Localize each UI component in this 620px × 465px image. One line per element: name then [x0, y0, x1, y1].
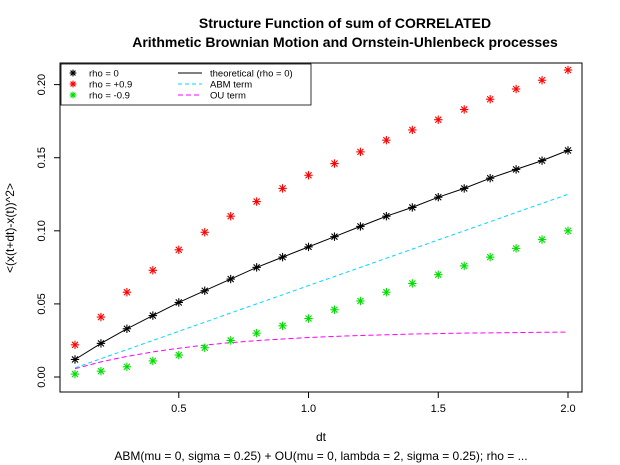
data-point-rho-0-9 [122, 288, 132, 297]
data-point-rho-0-9 [148, 266, 158, 275]
data-point-rho-0-9 [537, 235, 547, 244]
data-point-rho-0-9 [96, 366, 106, 376]
data-point-rho-0-9 [434, 115, 443, 124]
series-points [70, 65, 573, 379]
data-point-rho-0 [356, 222, 365, 231]
data-point-rho-0 [382, 211, 391, 221]
data-point-rho-0 [70, 355, 80, 364]
data-point-rho-0-9 [330, 305, 339, 314]
legend-marker [69, 80, 77, 88]
data-point-rho-0-9 [226, 211, 235, 221]
data-point-rho-0 [252, 263, 261, 272]
legend-label: rho = 0 [89, 69, 119, 80]
data-point-rho-0 [122, 324, 132, 333]
data-point-rho-0-9 [200, 228, 209, 237]
data-point-rho-0-9 [252, 197, 261, 206]
legend-marker [69, 69, 77, 77]
data-point-rho-0-9 [304, 171, 313, 180]
data-point-rho-0-9 [70, 369, 80, 379]
chart-title-line1: Structure Function of sum of CORRELATED [199, 15, 491, 31]
y-tick-label: 0.00 [36, 366, 48, 387]
data-point-rho-0-9 [434, 270, 443, 279]
data-point-rho-0 [408, 203, 417, 212]
data-point-rho-0-9 [96, 312, 106, 322]
y-tick-label: 0.20 [36, 74, 48, 95]
y-tick-label: 0.05 [36, 293, 48, 314]
data-point-rho-0-9 [485, 252, 495, 262]
x-axis-label: dt [316, 430, 327, 444]
legend-label: theoretical (rho = 0) [210, 69, 293, 80]
data-point-rho-0 [537, 156, 547, 165]
data-point-rho-0-9 [70, 340, 80, 350]
series-line-ou-term [74, 331, 569, 370]
data-point-rho-0-9 [174, 245, 183, 255]
data-point-rho-0-9 [356, 147, 365, 157]
data-point-rho-0-9 [252, 328, 261, 338]
x-axis: 0.5 1.0 1.5 2.0 [171, 391, 576, 415]
x-tick-label: 1.0 [301, 403, 316, 415]
plot-frame [59, 62, 583, 393]
data-point-rho-0-9 [511, 84, 521, 94]
data-point-rho-0 [434, 192, 443, 202]
chart-title-line2: Arithmetic Brownian Motion and Ornstein-… [132, 34, 558, 50]
data-point-rho-0-9 [304, 314, 313, 323]
data-point-rho-0 [148, 311, 158, 320]
data-point-rho-0-9 [226, 336, 235, 345]
legend-label: ABM term [210, 80, 252, 91]
legend-label: OU term [210, 91, 246, 102]
data-point-rho-0 [304, 242, 313, 252]
data-point-rho-0-9 [460, 105, 469, 114]
data-point-rho-0-9 [563, 226, 573, 236]
data-point-rho-0-9 [174, 350, 183, 360]
y-axis: 0.00 0.05 0.10 0.15 0.20 [36, 74, 61, 388]
y-tick-label: 0.15 [36, 147, 48, 168]
data-point-rho-0-9 [382, 288, 391, 297]
data-point-rho-0-9 [356, 296, 365, 306]
data-point-rho-0-9 [122, 362, 132, 371]
data-point-rho-0 [174, 298, 183, 307]
data-point-rho-0-9 [278, 184, 287, 193]
chart-subtitle: ABM(mu = 0, sigma = 0.25) + OU(mu = 0, l… [114, 449, 527, 463]
x-tick-label: 1.5 [431, 403, 446, 415]
x-tick-label: 2.0 [560, 403, 575, 415]
legend-label: rho = -0.9 [89, 91, 130, 102]
data-point-rho-0 [460, 184, 469, 193]
y-tick-label: 0.10 [36, 220, 48, 241]
data-point-rho-0-9 [278, 321, 287, 331]
data-point-rho-0-9 [485, 95, 495, 104]
data-point-rho-0 [511, 165, 521, 174]
data-point-rho-0 [563, 146, 573, 155]
legend-marker [69, 91, 77, 99]
data-point-rho-0 [226, 274, 235, 284]
data-point-rho-0-9 [330, 159, 339, 168]
series-line-abm-term [74, 193, 569, 369]
data-point-rho-0-9 [537, 76, 547, 85]
data-point-rho-0-9 [408, 125, 417, 135]
data-point-rho-0-9 [408, 279, 417, 288]
data-point-rho-0 [96, 339, 106, 348]
data-point-rho-0-9 [200, 343, 209, 352]
data-point-rho-0-9 [563, 65, 573, 75]
series-line-theoretical-rho-0- [74, 149, 569, 360]
data-point-rho-0 [200, 286, 209, 295]
data-point-rho-0 [330, 232, 339, 241]
data-point-rho-0-9 [382, 135, 391, 145]
data-point-rho-0 [278, 252, 287, 262]
data-point-rho-0-9 [148, 356, 158, 366]
data-point-rho-0-9 [460, 261, 469, 271]
x-tick-label: 0.5 [171, 403, 186, 415]
data-point-rho-0-9 [511, 244, 521, 253]
y-axis-label: <(x(t+dt)-x(t))^2> [3, 183, 17, 273]
legend-label: rho = +0.9 [89, 80, 132, 91]
data-point-rho-0 [485, 173, 495, 183]
series-lines [74, 149, 569, 370]
